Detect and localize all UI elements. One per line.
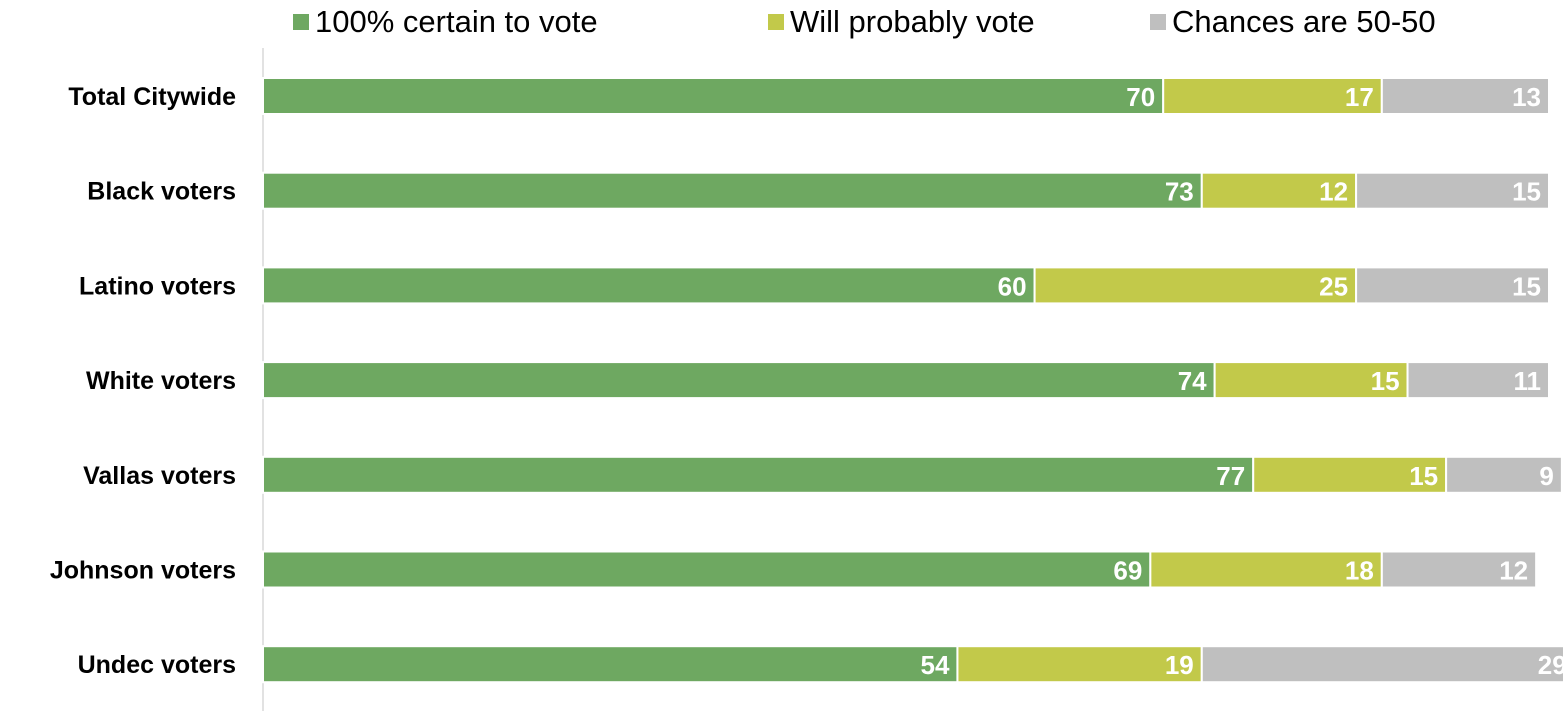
category-label-white-voters: White voters [86,367,236,395]
data-label-undec-voters-will-probably-vote: 19 [1165,650,1194,680]
data-label-latino-voters-chances-are-50-50: 15 [1512,271,1541,301]
bars [262,77,1563,684]
bar-johnson-voters-100-certain-to-vote [262,550,1152,589]
data-label-undec-voters-chances-are-50-50: 29 [1538,650,1563,680]
data-label-total-citywide-will-probably-vote: 17 [1345,82,1374,112]
legend-swatch-will-probably-vote [768,14,784,30]
data-labels: 70 17 13 73 12 15 60 25 15 74 15 11 77 15 9 69 18 12 54 19 2… [921,82,1563,680]
data-label-latino-voters-100-certain-to-vote: 60 [998,271,1027,301]
bar-latino-voters-will-probably-vote [1033,266,1358,305]
category-label-johnson-voters: Johnson voters [50,557,236,585]
category-label-latino-voters: Latino voters [79,272,236,300]
bar-white-voters-100-certain-to-vote [262,361,1216,400]
bar-latino-voters-100-certain-to-vote [262,266,1036,305]
data-label-johnson-voters-will-probably-vote: 18 [1345,556,1374,586]
data-label-latino-voters-will-probably-vote: 25 [1319,271,1348,301]
category-label-vallas-voters: Vallas voters [83,462,236,490]
data-label-undec-voters-100-certain-to-vote: 54 [921,650,950,680]
bar-black-voters-will-probably-vote [1200,171,1358,210]
data-label-total-citywide-chances-are-50-50: 13 [1512,82,1541,112]
data-label-white-voters-100-certain-to-vote: 74 [1178,366,1207,396]
data-label-vallas-voters-will-probably-vote: 15 [1409,461,1438,491]
data-label-vallas-voters-chances-are-50-50: 9 [1539,461,1553,491]
data-label-black-voters-100-certain-to-vote: 73 [1165,177,1194,207]
legend-swatch-chances-are-50-50 [1150,14,1166,30]
data-label-black-voters-will-probably-vote: 12 [1319,177,1348,207]
bar-undec-voters-chances-are-50-50 [1200,645,1563,684]
bar-vallas-voters-100-certain-to-vote [262,455,1255,494]
bar-latino-voters-chances-are-50-50 [1355,266,1550,305]
legend-label-100-certain-to-vote: 100% certain to vote [315,4,598,39]
data-label-vallas-voters-100-certain-to-vote: 77 [1216,461,1245,491]
bar-black-voters-chances-are-50-50 [1355,171,1550,210]
bar-total-citywide-chances-are-50-50 [1380,77,1550,115]
category-label-black-voters: Black voters [87,178,236,206]
legend-swatch-100-certain-to-vote [293,14,309,30]
data-label-johnson-voters-chances-are-50-50: 12 [1499,556,1528,586]
bar-total-citywide-100-certain-to-vote [262,77,1165,115]
legend-label-will-probably-vote: Will probably vote [790,4,1035,39]
bar-undec-voters-100-certain-to-vote [262,645,959,684]
category-labels: Total Citywide Black voters Latino voters W… [50,83,236,679]
category-label-undec-voters: Undec voters [78,651,236,679]
bar-johnson-voters-chances-are-50-50 [1380,550,1538,589]
data-label-total-citywide-100-certain-to-vote: 70 [1126,82,1155,112]
bar-johnson-voters-will-probably-vote [1149,550,1383,589]
legend-label-chances-are-50-50: Chances are 50-50 [1172,4,1436,39]
data-label-johnson-voters-100-certain-to-vote: 69 [1113,556,1142,586]
data-label-white-voters-will-probably-vote: 15 [1371,366,1400,396]
data-label-black-voters-chances-are-50-50: 15 [1512,177,1541,207]
bar-black-voters-100-certain-to-vote [262,171,1203,210]
bar-vallas-voters-chances-are-50-50 [1445,455,1563,494]
legend: 100% certain to vote Will probably vote Ch… [293,4,1436,39]
category-label-total-citywide: Total Citywide [68,83,236,111]
data-label-white-voters-chances-are-50-50: 11 [1514,366,1542,396]
bar-white-voters-chances-are-50-50 [1406,361,1551,400]
